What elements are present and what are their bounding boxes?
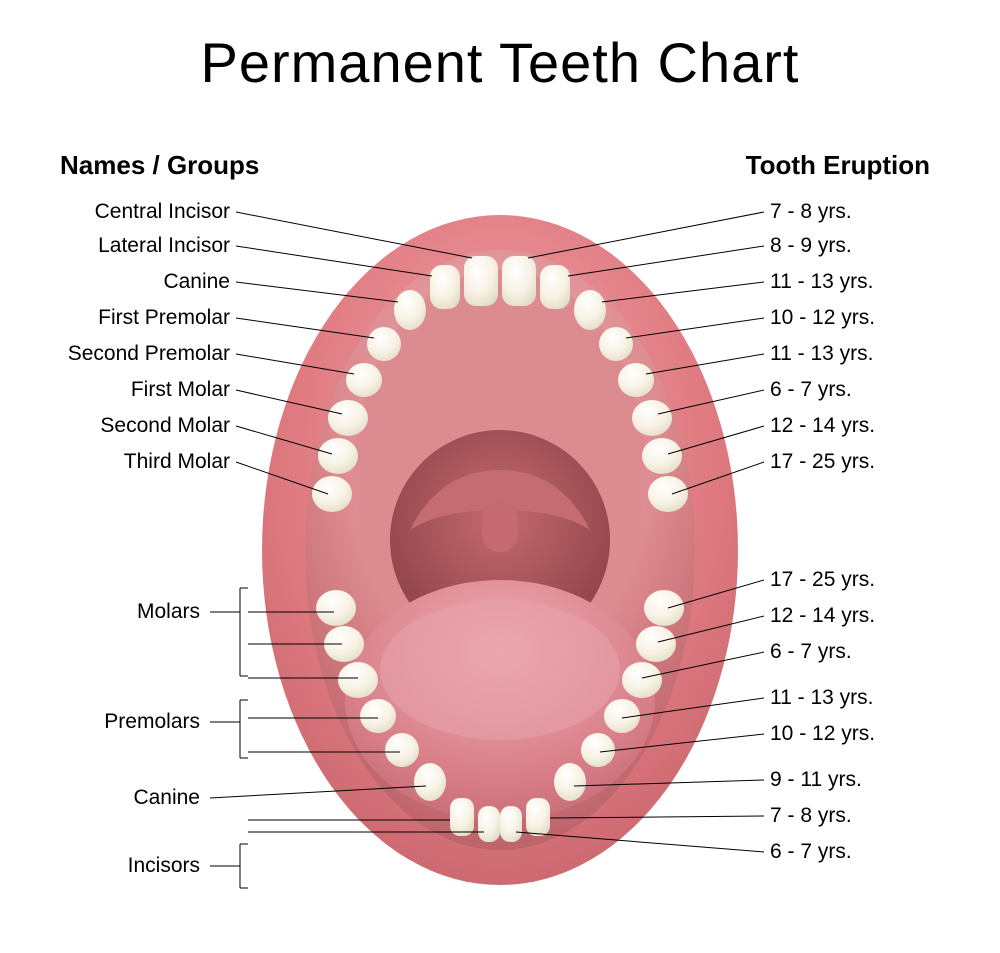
eruption-lower-0: 17 - 25 yrs.	[770, 568, 875, 592]
chart-title: Permanent Teeth Chart	[0, 30, 1000, 95]
name-upper-2: Canine	[163, 270, 230, 294]
eruption-upper-1: 8 - 9 yrs.	[770, 234, 852, 258]
group-lower-3: Incisors	[128, 854, 200, 878]
eruption-upper-3: 10 - 12 yrs.	[770, 306, 875, 330]
eruption-upper-5: 6 - 7 yrs.	[770, 378, 852, 402]
eruption-lower-2: 6 - 7 yrs.	[770, 640, 852, 664]
heading-names: Names / Groups	[60, 150, 259, 181]
heading-eruption: Tooth Eruption	[746, 150, 930, 181]
eruption-upper-7: 17 - 25 yrs.	[770, 450, 875, 474]
eruption-upper-4: 11 - 13 yrs.	[770, 342, 873, 366]
eruption-upper-6: 12 - 14 yrs.	[770, 414, 875, 438]
eruption-lower-7: 6 - 7 yrs.	[770, 840, 852, 864]
name-upper-4: Second Premolar	[68, 342, 230, 366]
name-upper-5: First Molar	[131, 378, 230, 402]
name-upper-7: Third Molar	[124, 450, 230, 474]
eruption-lower-4: 10 - 12 yrs.	[770, 722, 875, 746]
eruption-lower-1: 12 - 14 yrs.	[770, 604, 875, 628]
lower-teeth	[316, 590, 684, 842]
eruption-lower-6: 7 - 8 yrs.	[770, 804, 852, 828]
name-upper-1: Lateral Incisor	[98, 234, 230, 258]
group-lower-2: Canine	[133, 786, 200, 810]
group-lower-0: Molars	[137, 600, 200, 624]
eruption-upper-0: 7 - 8 yrs.	[770, 200, 852, 224]
upper-teeth	[312, 256, 688, 512]
eruption-upper-2: 11 - 13 yrs.	[770, 270, 873, 294]
name-upper-6: Second Molar	[100, 414, 230, 438]
eruption-lower-5: 9 - 11 yrs.	[770, 768, 862, 792]
name-upper-0: Central Incisor	[95, 200, 230, 224]
group-lower-1: Premolars	[104, 710, 200, 734]
mouth-illustration	[260, 210, 740, 890]
eruption-lower-3: 11 - 13 yrs.	[770, 686, 873, 710]
name-upper-3: First Premolar	[98, 306, 230, 330]
